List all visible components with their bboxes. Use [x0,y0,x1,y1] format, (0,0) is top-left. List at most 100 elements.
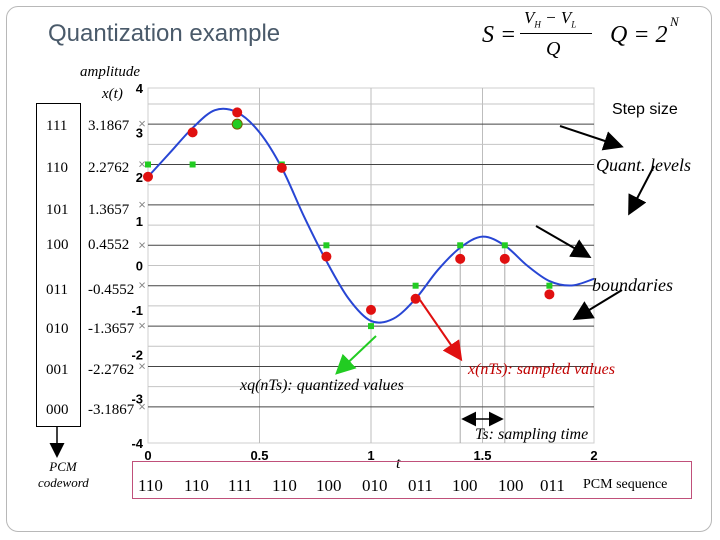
sampled-point [410,293,421,304]
formula-q-den: Q [546,38,561,60]
y-tick-label: 0 [136,259,143,274]
pcm-sequence-box [132,461,692,499]
quantized-values-label: xq(nTs): quantized values [240,377,404,394]
quantized-point [457,242,464,249]
slide-title: Quantization example [48,20,281,47]
y-tick-label: -1 [131,303,143,318]
boundaries-label: boundaries [592,275,673,295]
formula-vh: VH − VL [524,8,576,29]
pcm-code: 110 [184,476,209,495]
y-tick-label: 2 [136,170,143,185]
sampling-time-label: Ts: sampling time [475,426,589,443]
quantized-point [189,161,196,168]
sampled-point [455,253,466,264]
pcm-code: 111 [228,476,253,495]
pcm-codeword-label: PCM codeword [38,459,89,490]
level-value: 2.2762 [88,160,130,176]
y-tick-label: -3 [131,392,143,407]
level-code: 010 [46,321,69,337]
x-tick-label: 1.5 [473,448,491,463]
y-tick-label: -4 [131,436,143,451]
formula-v: V [524,8,535,27]
sampled-point [187,127,198,138]
pcm-code: 100 [452,476,478,495]
level-code: 000 [46,402,69,418]
step-size-arrow [559,125,624,151]
boundaries-arrow-up [535,225,592,258]
quant-level-marker: × [138,359,146,374]
level-value: -3.1867 [88,402,135,418]
quantized-arrow [335,335,377,375]
formula-minus-v: − V [540,8,572,27]
level-value: 0.4552 [88,237,130,253]
max-quantized-point [231,118,243,130]
quantized-point [546,282,553,289]
time-axis-label: t [396,455,401,472]
sampled-arrow [419,299,463,362]
sampled-point [276,162,287,173]
sampled-point [143,171,153,182]
pcm-code: 100 [316,476,342,495]
x-tick-label: 0 [144,448,151,463]
formula-q-exp: N [670,14,679,29]
sampled-point [232,107,243,118]
formula-s-lhs: S = [482,22,517,48]
quantized-point [368,323,374,330]
level-code: 110 [46,160,68,176]
quant-level-marker: × [138,116,146,131]
formula-q-eq: Q = 2 [610,22,668,48]
amplitude-label: amplitude [80,64,140,80]
pcm-code: 011 [540,476,565,495]
level-value: -2.2762 [88,362,135,378]
y-tick-label: 3 [136,125,143,140]
pcm-code: 010 [362,476,388,495]
level-code: 111 [46,118,68,134]
level-code: 001 [46,362,69,378]
level-value: 3.1867 [88,118,130,134]
level-code: 100 [46,237,69,253]
pcm-code: 110 [272,476,297,495]
quant-level-marker: × [138,197,146,212]
quant-level-marker: × [138,278,146,293]
slide-frame [6,6,712,532]
level-code: 011 [46,282,68,298]
y-tick-label: -2 [131,347,143,362]
x-tick-label: 2 [590,448,597,463]
quant-level-marker: × [138,318,146,333]
quantized-point [323,242,330,249]
step-size-label: Step size [612,101,678,118]
pcm-code: 011 [408,476,433,495]
boundaries-arrow-down [572,289,623,321]
formula-h-sub: H [534,19,541,30]
pcm-sequence-label: PCM sequence [583,477,668,492]
quant-levels-label: Quant. levels [596,155,691,175]
quant-level-marker: × [138,399,146,414]
formula-fraction-bar [520,33,592,34]
x-tick-label: 0.5 [250,448,268,463]
y-tick-label: 4 [136,81,144,96]
quant-level-marker: × [138,237,146,252]
quant-levels-arrow [628,165,655,216]
codeword-box [36,103,81,427]
quantized-point [501,242,508,249]
level-value: -0.4552 [88,282,135,298]
level-value: -1.3657 [88,321,135,337]
pcm-code: 110 [138,476,163,495]
sampled-point [499,253,510,264]
quantized-point [145,161,151,168]
pcm-code: 100 [498,476,524,495]
level-value: 1.3657 [88,202,130,218]
quantized-point [412,282,419,289]
formula-l-sub: L [571,19,577,30]
x-tick-label: 1 [367,448,374,463]
sampled-values-label: x(nTs): sampled values [468,361,615,378]
sampled-point [321,251,332,262]
level-code: 101 [46,202,69,218]
quant-level-marker: × [138,156,146,171]
sampled-point [544,289,555,300]
signal-curve [147,107,595,324]
xt-label: x(t) [102,86,123,102]
y-tick-label: 1 [136,214,143,229]
sampled-point [366,304,376,315]
